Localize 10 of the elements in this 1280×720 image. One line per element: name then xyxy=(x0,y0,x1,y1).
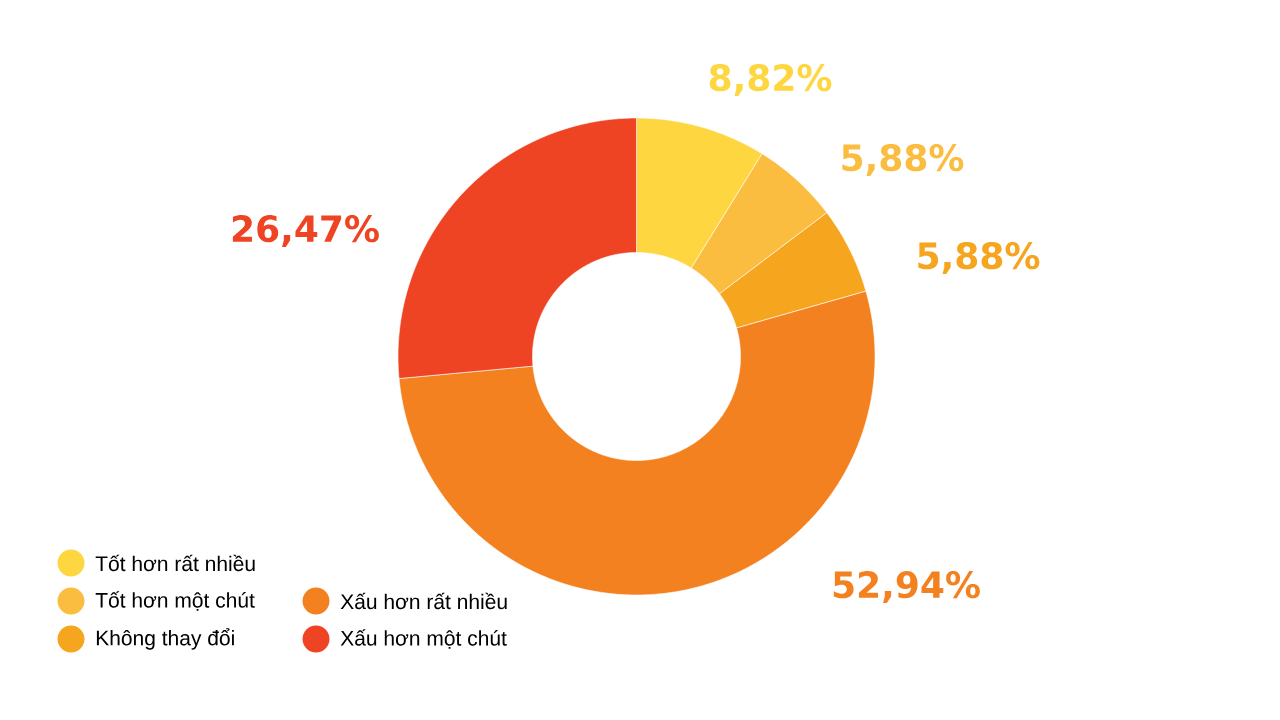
data-label: 26,47% xyxy=(232,215,379,247)
data-label: 52,94% xyxy=(833,571,980,603)
legend-label: Tốt hơn rất nhiều xyxy=(95,554,255,572)
data-label: 5,88% xyxy=(842,144,964,176)
data-label: 5,88% xyxy=(918,242,1040,274)
legend-label: Xấu hơn rất nhiều xyxy=(340,592,507,610)
legend-label: Xấu hơn một chút xyxy=(340,629,507,649)
data-label: 8,82% xyxy=(709,64,832,96)
legend-label: Tốt hơn một chút xyxy=(95,591,255,611)
legend-label: Không thay đổi xyxy=(96,628,234,650)
